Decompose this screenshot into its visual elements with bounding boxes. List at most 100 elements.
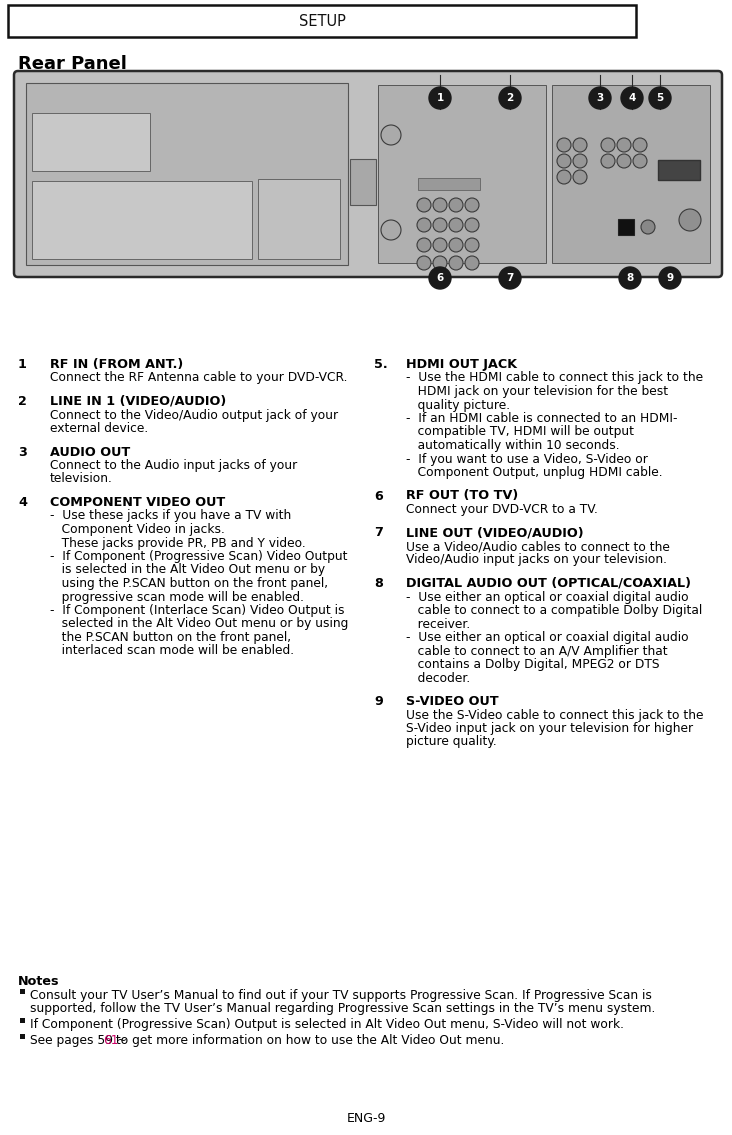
Circle shape (381, 125, 401, 145)
Circle shape (449, 238, 463, 252)
Circle shape (659, 267, 681, 289)
Text: HDMI OUT JACK: HDMI OUT JACK (406, 358, 517, 371)
Text: -  If Component (Interlace Scan) Video Output is: - If Component (Interlace Scan) Video Ou… (50, 604, 345, 617)
Circle shape (433, 257, 447, 270)
Text: -  Use either an optical or coaxial digital audio: - Use either an optical or coaxial digit… (406, 590, 689, 604)
Text: 1: 1 (436, 93, 444, 103)
Circle shape (433, 218, 447, 232)
Text: HDMI jack on your television for the best: HDMI jack on your television for the bes… (406, 385, 668, 398)
Circle shape (429, 87, 451, 109)
Circle shape (417, 218, 431, 232)
Text: compatible TV, HDMI will be output: compatible TV, HDMI will be output (406, 426, 634, 438)
Text: LINE OUT (VIDEO/AUDIO): LINE OUT (VIDEO/AUDIO) (406, 527, 583, 539)
Circle shape (499, 267, 521, 289)
Circle shape (573, 154, 587, 168)
Circle shape (573, 170, 587, 184)
Text: is selected in the Alt Video Out menu or by: is selected in the Alt Video Out menu or… (50, 563, 325, 577)
Text: -  Use either an optical or coaxial digital audio: - Use either an optical or coaxial digit… (406, 631, 689, 644)
Text: interlaced scan mode will be enabled.: interlaced scan mode will be enabled. (50, 645, 294, 657)
Circle shape (449, 257, 463, 270)
Text: 8: 8 (627, 274, 634, 283)
Circle shape (465, 197, 479, 212)
Text: Connect to the Audio input jacks of your: Connect to the Audio input jacks of your (50, 459, 297, 472)
Text: 6: 6 (374, 489, 383, 503)
Text: cable to connect to an A/V Amplifier that: cable to connect to an A/V Amplifier tha… (406, 645, 668, 657)
Circle shape (417, 197, 431, 212)
Text: Consult your TV User’s Manual to find out if your TV supports Progressive Scan. : Consult your TV User’s Manual to find ou… (30, 989, 652, 1002)
FancyBboxPatch shape (14, 72, 722, 277)
Text: picture quality.: picture quality. (406, 735, 497, 748)
Text: 61: 61 (102, 1034, 119, 1046)
Circle shape (465, 238, 479, 252)
Text: Component Output, unplug HDMI cable.: Component Output, unplug HDMI cable. (406, 466, 662, 479)
Text: 2: 2 (507, 93, 514, 103)
Circle shape (589, 87, 611, 109)
Circle shape (449, 218, 463, 232)
Text: television.: television. (50, 472, 113, 486)
Circle shape (465, 218, 479, 232)
Circle shape (679, 209, 701, 232)
Text: using the P.SCAN button on the front panel,: using the P.SCAN button on the front pan… (50, 577, 328, 590)
Text: 9: 9 (374, 695, 383, 708)
Text: COMPONENT VIDEO OUT: COMPONENT VIDEO OUT (50, 496, 225, 508)
Circle shape (557, 138, 571, 152)
Text: SETUP: SETUP (299, 14, 346, 28)
Text: decoder.: decoder. (406, 672, 470, 684)
Text: LINE IN 1 (VIDEO/AUDIO): LINE IN 1 (VIDEO/AUDIO) (50, 395, 226, 407)
Text: the P.SCAN button on the front panel,: the P.SCAN button on the front panel, (50, 631, 291, 644)
Circle shape (433, 238, 447, 252)
Text: 5.: 5. (374, 358, 388, 371)
Circle shape (601, 154, 615, 168)
Text: progressive scan mode will be enabled.: progressive scan mode will be enabled. (50, 590, 304, 604)
Circle shape (633, 138, 647, 152)
Text: S-VIDEO OUT: S-VIDEO OUT (406, 695, 498, 708)
Bar (258, 179, 340, 259)
Text: 7: 7 (507, 274, 514, 283)
Text: Use the S-Video cable to connect this jack to the: Use the S-Video cable to connect this ja… (406, 708, 703, 722)
Text: Connect your DVD-VCR to a TV.: Connect your DVD-VCR to a TV. (406, 503, 598, 516)
Text: ENG-9: ENG-9 (346, 1112, 386, 1125)
Text: -  If Component (Progressive Scan) Video Output: - If Component (Progressive Scan) Video … (50, 550, 348, 563)
Bar (418, 178, 480, 190)
Bar (350, 159, 376, 205)
Circle shape (573, 138, 587, 152)
Text: 4: 4 (628, 93, 635, 103)
Text: If Component (Progressive Scan) Output is selected in Alt Video Out menu, S-Vide: If Component (Progressive Scan) Output i… (30, 1018, 624, 1031)
Bar (32, 114, 150, 171)
Circle shape (449, 197, 463, 212)
Circle shape (617, 154, 631, 168)
Text: Video/Audio input jacks on your television.: Video/Audio input jacks on your televisi… (406, 554, 667, 566)
Text: automatically within 10 seconds.: automatically within 10 seconds. (406, 439, 619, 452)
Text: 9: 9 (666, 274, 673, 283)
Text: receiver.: receiver. (406, 617, 470, 631)
Bar (618, 219, 634, 235)
Text: Connect to the Video/Audio output jack of your: Connect to the Video/Audio output jack o… (50, 409, 338, 421)
Circle shape (601, 138, 615, 152)
Circle shape (417, 238, 431, 252)
Text: 3: 3 (18, 446, 27, 459)
Circle shape (499, 87, 521, 109)
Text: Connect the RF Antenna cable to your DVD-VCR.: Connect the RF Antenna cable to your DVD… (50, 371, 348, 385)
Text: Rear Panel: Rear Panel (18, 54, 127, 73)
Text: to get more information on how to use the Alt Video Out menu.: to get more information on how to use th… (113, 1034, 505, 1046)
Text: AUDIO OUT: AUDIO OUT (50, 446, 130, 459)
Text: supported, follow the TV User’s Manual regarding Progressive Scan settings in th: supported, follow the TV User’s Manual r… (30, 1002, 655, 1015)
Bar (552, 85, 710, 263)
Text: 4: 4 (18, 496, 27, 508)
Circle shape (649, 87, 671, 109)
Text: external device.: external device. (50, 422, 149, 435)
Text: -  If an HDMI cable is connected to an HDMI-: - If an HDMI cable is connected to an HD… (406, 412, 678, 424)
Circle shape (433, 197, 447, 212)
Circle shape (381, 220, 401, 239)
Text: RF IN (FROM ANT.): RF IN (FROM ANT.) (50, 358, 183, 371)
Circle shape (557, 154, 571, 168)
Bar (20, 1017, 25, 1023)
Text: 5: 5 (657, 93, 664, 103)
Bar (26, 83, 348, 264)
Text: 2: 2 (18, 395, 27, 407)
Bar (378, 85, 546, 263)
Text: 1: 1 (18, 358, 27, 371)
Text: -  Use the HDMI cable to connect this jack to the: - Use the HDMI cable to connect this jac… (406, 371, 703, 385)
Circle shape (617, 138, 631, 152)
Text: contains a Dolby Digital, MPEG2 or DTS: contains a Dolby Digital, MPEG2 or DTS (406, 658, 660, 671)
